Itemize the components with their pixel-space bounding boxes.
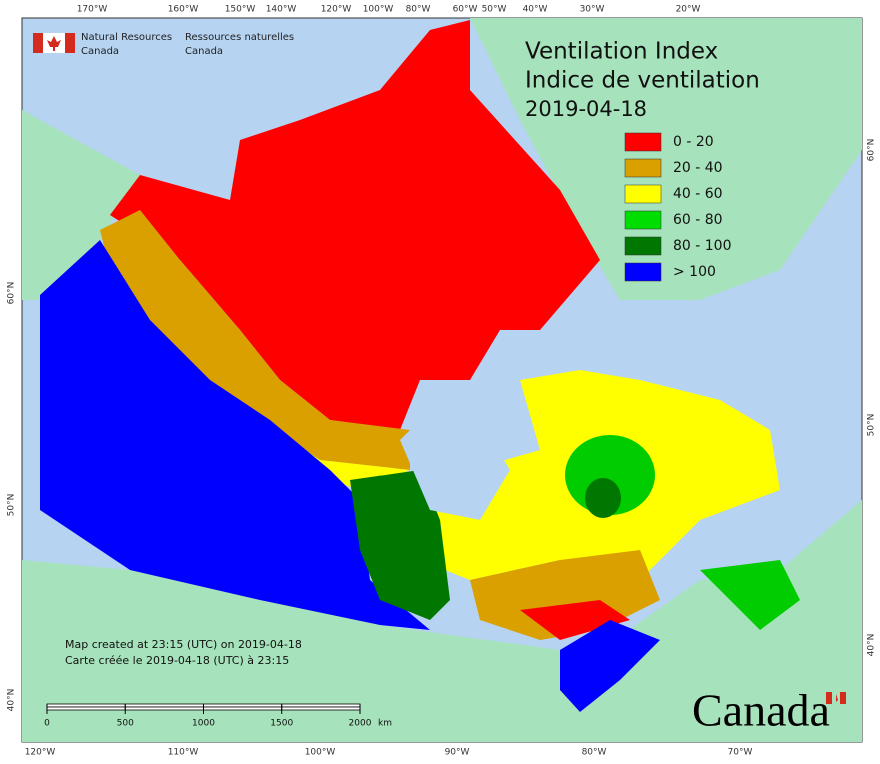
scale-segment: [281, 703, 361, 708]
legend-label: 40 - 60: [673, 186, 723, 202]
graticule-top: 160°W: [168, 5, 199, 15]
maple-leaf: [836, 694, 838, 702]
flag-bar: [826, 692, 832, 704]
agency-en: Natural Resources: [81, 32, 172, 43]
scale-segment: [203, 706, 283, 711]
scale-segment: [203, 703, 283, 708]
agency-fr: Canada: [185, 46, 223, 57]
graticule-top: 150°W: [225, 5, 256, 15]
scale-unit: km: [378, 719, 392, 729]
legend-label: > 100: [673, 264, 716, 280]
graticule-bottom: 70°W: [728, 748, 753, 758]
legend-swatch: [624, 184, 662, 204]
hudson-bay: [400, 400, 510, 520]
scale-label: 1500: [270, 719, 293, 729]
flag-bar: [65, 33, 75, 53]
graticule-right: 60°N: [867, 139, 877, 162]
graticule-top: 50°W: [482, 5, 507, 15]
zone-darkgreen-ontario: [350, 470, 450, 620]
graticule-bottom: 100°W: [305, 748, 336, 758]
graticule-top: 100°W: [363, 5, 394, 15]
zone-blue-west: [40, 240, 430, 630]
flag-bar: [840, 692, 846, 704]
graticule-top: 40°W: [523, 5, 548, 15]
scale-label: 0: [44, 719, 50, 729]
legend-label: 60 - 80: [673, 212, 723, 228]
wordmark: [826, 692, 846, 704]
zone-red-ontario: [520, 600, 630, 640]
created-en: Map created at 23:15 (UTC) on 2019-04-18: [65, 638, 302, 651]
legend-label: 20 - 40: [673, 160, 723, 176]
greenland: [470, 18, 862, 300]
scale-segment: [281, 706, 361, 711]
graticule-right: 40°N: [867, 634, 877, 657]
scale-segment: [124, 706, 204, 711]
graticule-bottom: 80°W: [582, 748, 607, 758]
agency-fr: Ressources naturelles: [185, 32, 294, 43]
graticule-left: 60°N: [7, 282, 17, 305]
flag-bar: [33, 33, 43, 53]
legend-swatch: [624, 236, 662, 256]
zone-orange: [100, 210, 410, 470]
zone-blue-south: [560, 620, 660, 712]
alaska: [22, 110, 140, 300]
graticule-top: 120°W: [321, 5, 352, 15]
scale-segment: [46, 706, 126, 711]
legend-swatch: [624, 262, 662, 282]
graticule-bottom: 90°W: [445, 748, 470, 758]
graticule-bottom: 120°W: [25, 748, 56, 758]
graticule-top: 170°W: [77, 5, 108, 15]
scale-label: 500: [117, 719, 134, 729]
zone-green-maritimes: [700, 560, 800, 630]
scale-segment: [124, 703, 204, 708]
title-line: Ventilation Index: [525, 39, 718, 65]
agency-en: Canada: [81, 46, 119, 57]
legend-swatch: [624, 132, 662, 152]
scale-segment: [46, 703, 126, 708]
land-outside: [22, 18, 862, 742]
graticule-left: 50°N: [7, 494, 17, 517]
graticule-top: 80°W: [406, 5, 431, 15]
united-states: [22, 500, 862, 742]
zone-red: [110, 20, 600, 430]
scale-label: 1000: [192, 719, 215, 729]
graticule-bottom: 110°W: [168, 748, 199, 758]
legend-swatch: [624, 158, 662, 178]
graticule-right: 50°N: [867, 414, 877, 437]
graticule-left: 40°N: [7, 689, 17, 712]
wordmark: Canada: [692, 685, 830, 736]
maple-leaf: [47, 36, 61, 51]
graticule-top: 20°W: [676, 5, 701, 15]
zone-darkgreen-quebec: [585, 478, 621, 518]
graticule-top: 140°W: [266, 5, 297, 15]
scale-label: 2000: [349, 719, 372, 729]
title-line: Indice de ventilation: [525, 68, 760, 94]
graticule-top: 30°W: [580, 5, 605, 15]
legend-label: 0 - 20: [673, 134, 714, 150]
legend-label: 80 - 100: [673, 238, 732, 254]
ventilation-zones: [40, 20, 800, 712]
created-fr: Carte créée le 2019-04-18 (UTC) à 23:15: [65, 654, 289, 667]
title-date: 2019-04-18: [525, 97, 647, 121]
logo: [33, 33, 75, 53]
legend-swatch: [624, 210, 662, 230]
graticule-top: 60°W: [453, 5, 478, 15]
